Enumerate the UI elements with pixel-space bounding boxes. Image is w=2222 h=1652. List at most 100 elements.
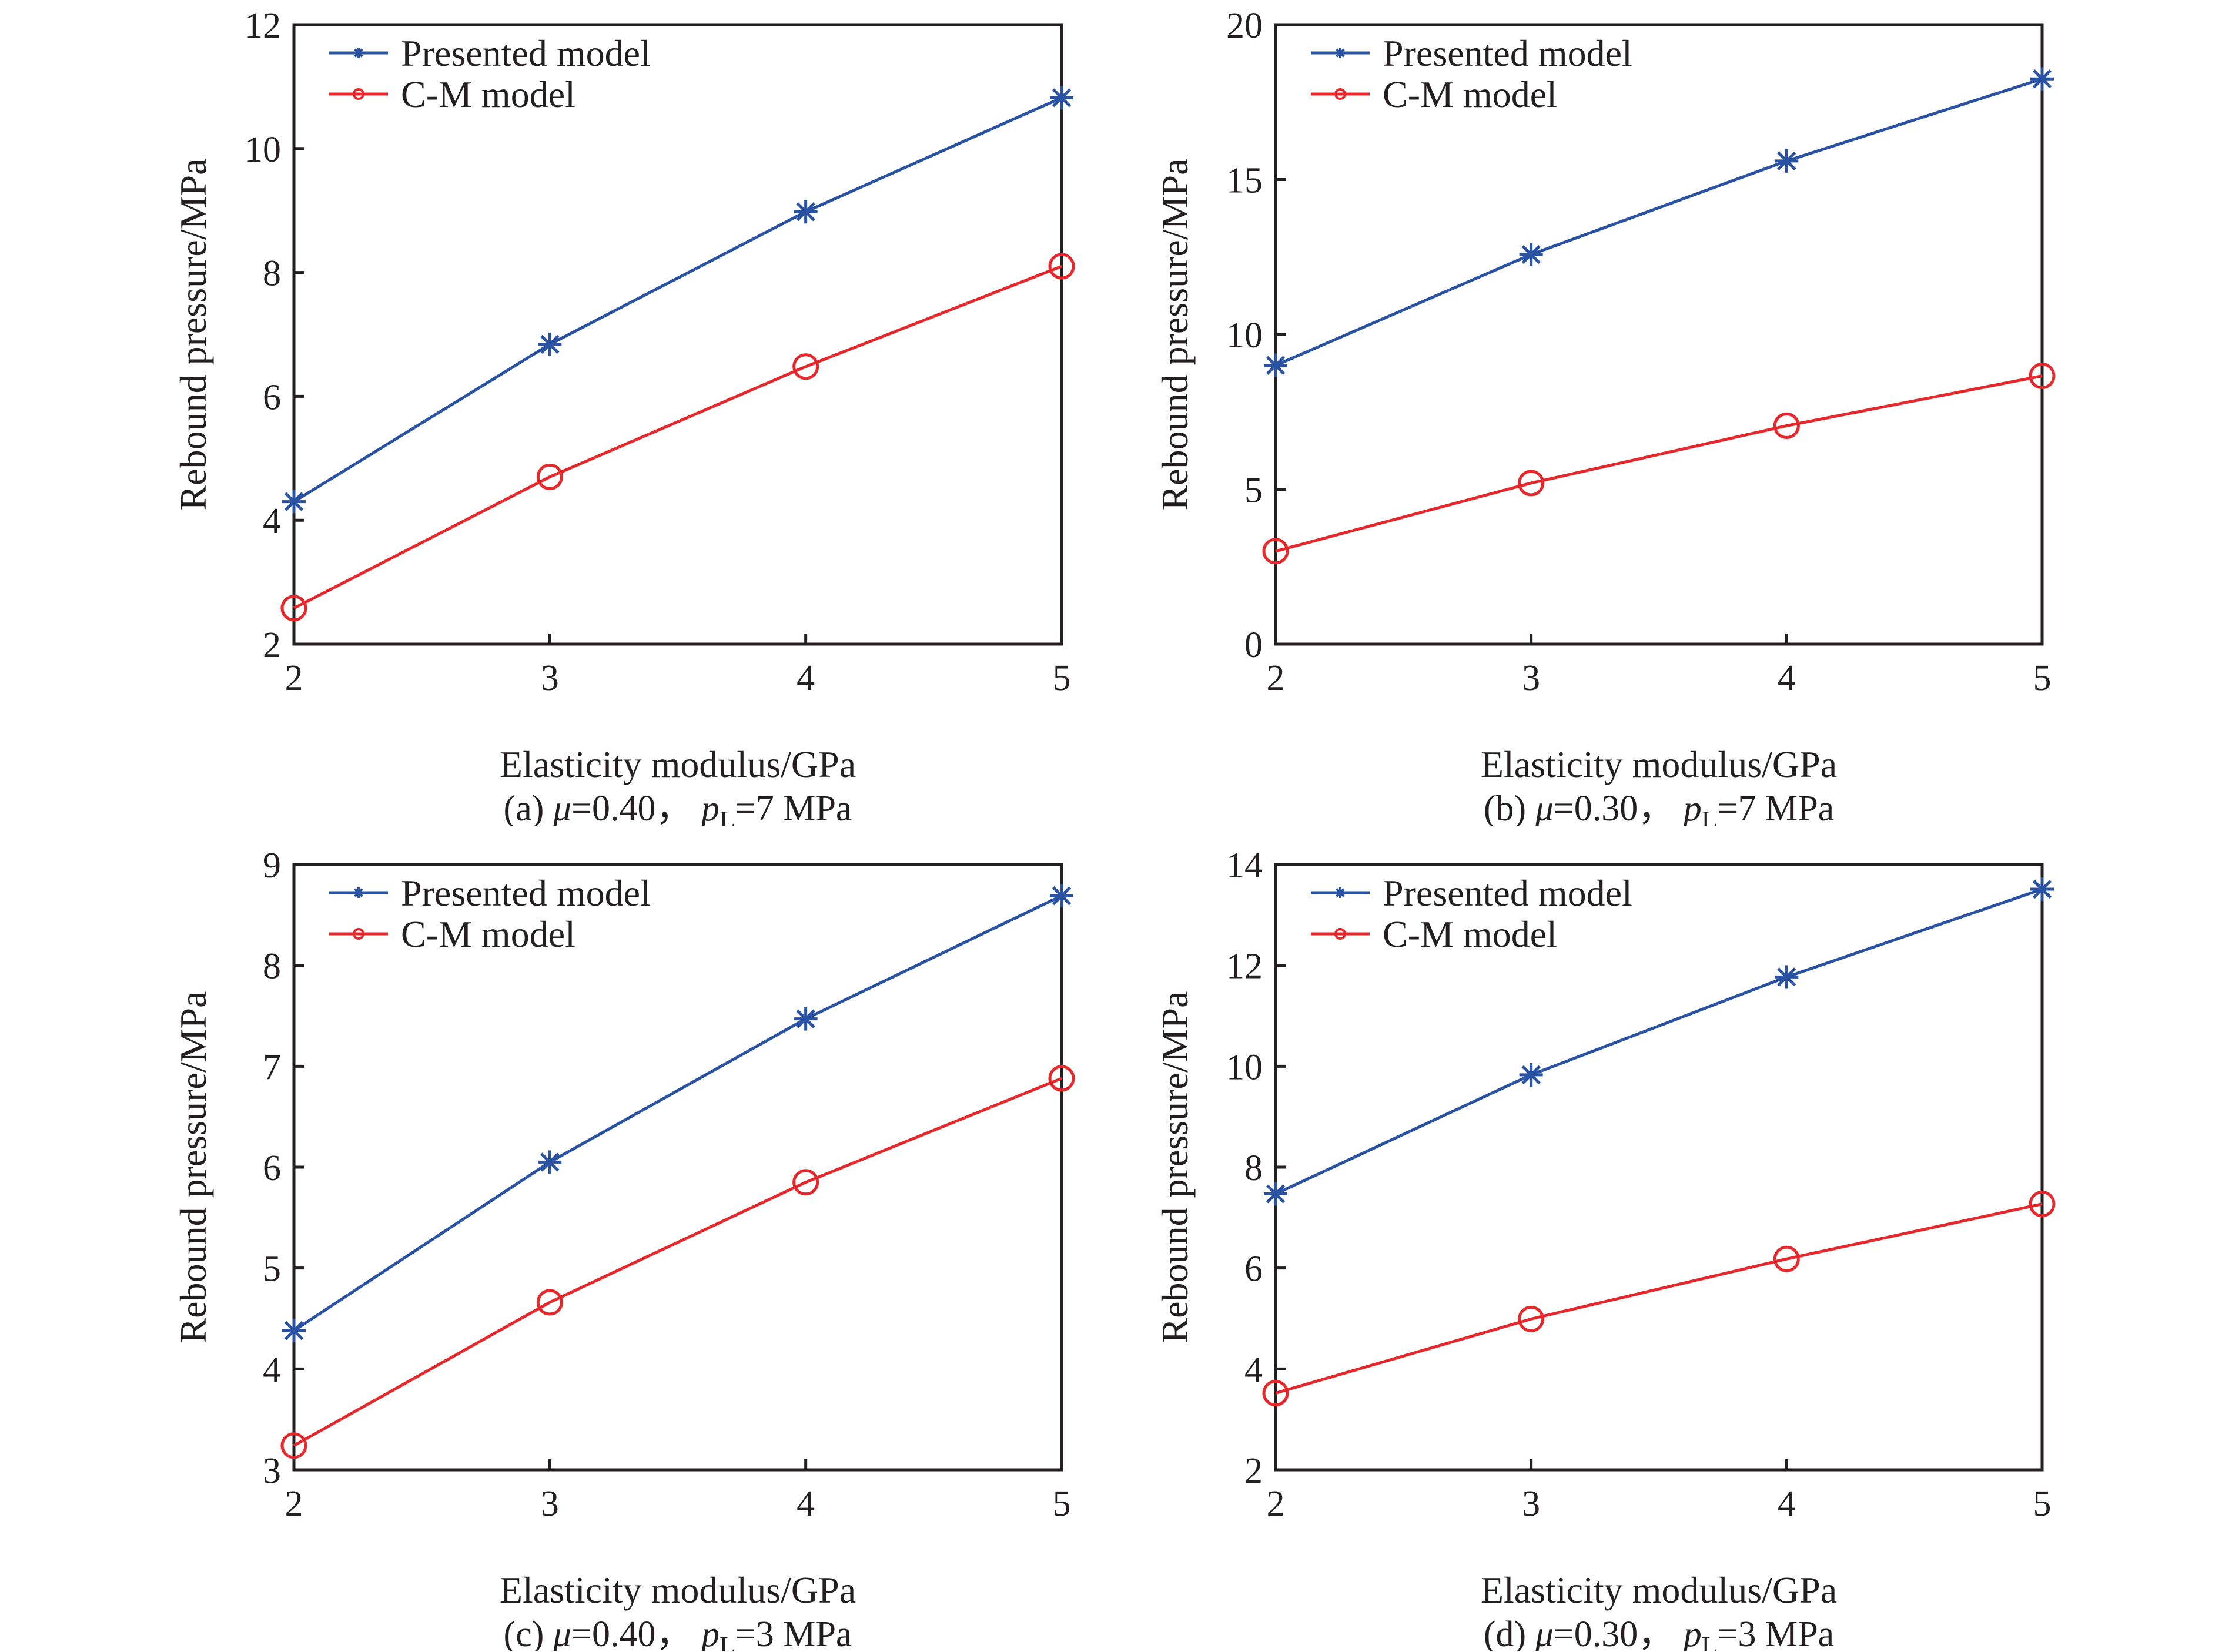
- data-point-asterisk: [1264, 1182, 1287, 1206]
- chart-panel-c: 3 4 5 6 7 8 9 2 3 4 5 Elasticity modulus/GPa Rebound…: [0, 826, 1111, 1651]
- y-tick-label: 4: [263, 501, 281, 541]
- legend-label: C-M model: [1383, 913, 1557, 955]
- legend-item: Presented model: [329, 32, 651, 74]
- y-axis-label: Rebound pressure/MPa: [1154, 158, 1196, 510]
- y-tick-label: 2: [263, 625, 281, 665]
- x-axis-label: Elasticity modulus/GPa: [1481, 1569, 1837, 1611]
- chart-panel-d: 2 4 6 8 10 12 14 2 3 4 5 Elasticity modulus/GPa Rebo…: [1111, 826, 2222, 1651]
- legend-label: C-M model: [401, 913, 575, 955]
- data-point-asterisk: [538, 1150, 562, 1174]
- series-presented-model: [1264, 67, 2054, 377]
- y-tick-label: 2: [1244, 1451, 1263, 1491]
- x-axis-label: Elasticity modulus/GPa: [500, 743, 856, 785]
- plot-frame: [292, 23, 1063, 646]
- series-cm-model: [280, 1065, 1075, 1459]
- panel-caption: (b) μ=0.30， pL=7 MPa: [1484, 789, 1834, 826]
- y-axis-label: Rebound pressure/MPa: [1154, 991, 1196, 1343]
- legend-asterisk-marker: [353, 48, 364, 58]
- plot-frame: [1274, 23, 2044, 646]
- y-tick-label: 14: [1226, 846, 1263, 886]
- y-tick-label: 8: [1244, 1148, 1263, 1188]
- y-tick-label: 15: [1226, 161, 1263, 201]
- y-tick-label: 10: [245, 130, 281, 170]
- panel-caption: (a) μ=0.40， pL=7 MPa: [504, 789, 852, 826]
- plot-frame: [1274, 863, 2044, 1472]
- legend-item: C-M model: [1311, 913, 1557, 955]
- chart-svg: 2 4 6 8 10 12 14 2 3 4 5 Elasticity modulus/GPa Rebo…: [1154, 846, 2056, 1651]
- legend-item: C-M model: [1311, 73, 1557, 115]
- legend-label: Presented model: [401, 32, 651, 74]
- data-point-circle: [280, 1432, 307, 1459]
- x-tick-label: 4: [1778, 1484, 1796, 1524]
- series-cm-model: [1262, 1191, 2056, 1407]
- legend-item: C-M model: [329, 73, 575, 115]
- y-axis-label: Rebound pressure/MPa: [172, 991, 214, 1343]
- legend-circle-marker: [1334, 928, 1346, 940]
- data-point-circle: [792, 353, 819, 380]
- x-tick-label: 4: [1778, 658, 1796, 698]
- chart-panel-a: 2 4 6 8 10 12 2 3 4 5 Elasticity modulus/GPa Reboun…: [0, 0, 1111, 826]
- legend-circle-marker: [353, 88, 364, 100]
- x-axis-label: Elasticity modulus/GPa: [1481, 743, 1837, 785]
- x-tick-label: 5: [1053, 658, 1071, 698]
- legend-asterisk-marker: [1335, 887, 1346, 898]
- legend-asterisk-marker: [353, 887, 364, 898]
- series-presented-model: [282, 884, 1073, 1343]
- series-presented-model: [1264, 877, 2054, 1206]
- legend-item: Presented model: [1311, 32, 1632, 74]
- data-point-circle: [1048, 253, 1075, 280]
- x-tick-label: 5: [1053, 1484, 1071, 1524]
- series-cm-model: [1262, 363, 2056, 565]
- legend-label: Presented model: [401, 872, 651, 914]
- x-tick-label: 5: [2033, 1484, 2052, 1524]
- data-point-asterisk: [1050, 884, 1073, 908]
- legend-asterisk-marker: [1335, 48, 1346, 58]
- y-tick-label: 10: [1226, 316, 1263, 356]
- data-point-circle: [536, 463, 563, 490]
- x-tick-label: 4: [797, 1484, 815, 1524]
- data-point-asterisk: [538, 332, 562, 356]
- legend-circle-marker: [1334, 88, 1346, 100]
- data-point-circle: [1773, 1245, 1800, 1272]
- series-line: [293, 1077, 1062, 1447]
- legend-item: Presented model: [329, 872, 651, 914]
- data-point-circle: [1048, 1065, 1075, 1092]
- legend-label: C-M model: [401, 73, 575, 115]
- x-tick-label: 3: [1522, 658, 1540, 698]
- data-point-asterisk: [282, 1319, 306, 1343]
- series-line: [293, 264, 1062, 610]
- legend-label: C-M model: [1383, 73, 1557, 115]
- y-tick-label: 3: [263, 1451, 281, 1491]
- x-tick-label: 2: [1267, 1484, 1285, 1524]
- series-cm-model: [280, 253, 1075, 622]
- data-point-asterisk: [282, 490, 306, 514]
- y-tick-label: 0: [1244, 625, 1263, 665]
- data-point-asterisk: [1264, 353, 1287, 377]
- data-point-circle: [2029, 1191, 2056, 1218]
- y-tick-label: 6: [1244, 1249, 1263, 1289]
- series-line: [1275, 374, 2043, 553]
- data-point-circle: [1262, 1380, 1289, 1407]
- series-line: [1274, 887, 2043, 1195]
- series-line: [1275, 77, 2043, 367]
- data-point-asterisk: [794, 200, 818, 224]
- data-point-asterisk: [2030, 67, 2054, 91]
- x-tick-label: 2: [285, 1484, 303, 1524]
- x-tick-label: 3: [541, 1484, 559, 1524]
- data-point-asterisk: [794, 1007, 818, 1031]
- legend-item: Presented model: [1311, 872, 1632, 914]
- data-point-asterisk: [1519, 1063, 1543, 1087]
- chart-panel-b: 0 5 10 15 20 2 3 4 5 Elasticity modulus/GPa Reboun…: [1111, 0, 2222, 826]
- y-tick-label: 20: [1226, 6, 1263, 46]
- x-tick-label: 2: [285, 658, 303, 698]
- data-point-asterisk: [2030, 877, 2054, 902]
- y-tick-label: 6: [263, 1148, 281, 1188]
- data-point-circle: [536, 1289, 563, 1316]
- chart-svg: 0 5 10 15 20 2 3 4 5 Elasticity modulus/GPa Reboun…: [1154, 6, 2056, 826]
- panel-caption: (d) μ=0.30， pL=3 MPa: [1484, 1614, 1834, 1651]
